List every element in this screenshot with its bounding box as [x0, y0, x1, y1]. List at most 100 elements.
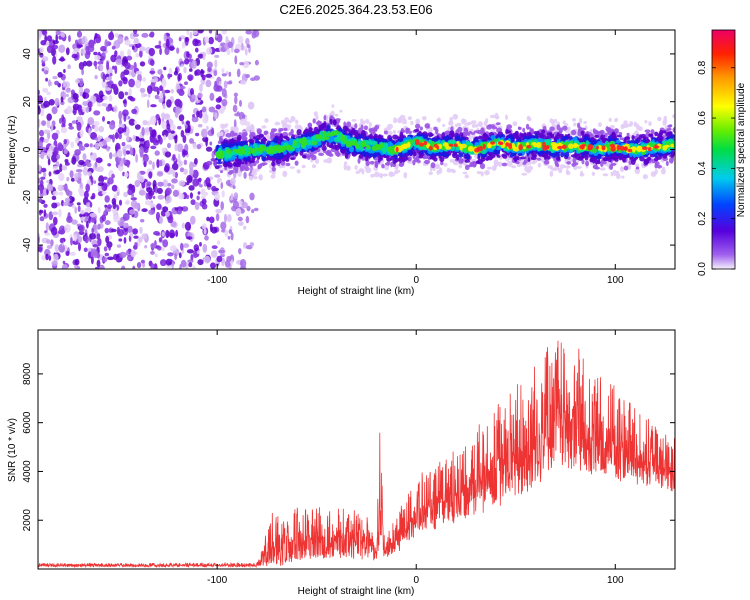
signal-blob	[551, 167, 557, 171]
noise-blob	[123, 112, 127, 122]
noise-blob	[166, 258, 173, 263]
noise-blob	[43, 209, 47, 218]
noise-blob	[239, 118, 247, 126]
noise-blob	[157, 194, 165, 200]
noise-blob	[102, 116, 105, 122]
noise-blob	[95, 266, 100, 269]
signal-blob	[264, 130, 269, 135]
noise-blob	[77, 171, 82, 179]
noise-blob	[156, 187, 163, 194]
noise-blob	[50, 124, 54, 132]
noise-blob	[234, 55, 238, 65]
signal-blob	[452, 113, 459, 120]
noise-blob	[103, 183, 107, 191]
noise-blob	[238, 221, 244, 227]
noise-blob	[142, 262, 146, 268]
signal-blob	[470, 132, 476, 135]
noise-blob	[59, 237, 64, 244]
signal-blob	[622, 156, 626, 163]
noise-blob	[93, 180, 97, 184]
signal-blob	[592, 158, 596, 164]
signal-blob	[430, 162, 436, 169]
noise-blob	[101, 214, 106, 222]
signal-blob	[643, 158, 650, 165]
noise-blob	[213, 84, 220, 92]
noise-blob	[71, 205, 76, 209]
noise-blob	[201, 223, 207, 230]
noise-blob	[77, 205, 81, 212]
noise-blob	[214, 193, 221, 201]
signal-blob	[472, 161, 476, 166]
noise-blob	[141, 127, 145, 136]
signal-blob	[334, 113, 339, 117]
noise-blob	[70, 177, 75, 182]
signal-blob	[255, 159, 260, 164]
noise-blob	[233, 92, 238, 97]
signal-blob	[374, 171, 380, 178]
noise-blob	[118, 110, 123, 120]
signal-blob	[453, 161, 459, 166]
signal-blob	[369, 161, 375, 165]
noise-blob	[102, 73, 106, 83]
noise-blob	[186, 120, 190, 126]
noise-blob	[198, 110, 203, 119]
noise-blob	[176, 99, 183, 109]
noise-blob	[118, 238, 123, 242]
noise-blob	[101, 191, 107, 195]
noise-blob	[224, 229, 229, 238]
signal-blob	[224, 123, 229, 126]
signal-blob	[285, 157, 290, 162]
signal-blob	[593, 129, 599, 135]
noise-blob	[221, 190, 225, 198]
noise-blob	[107, 121, 111, 125]
noise-blob	[53, 253, 59, 263]
noise-blob	[182, 243, 190, 248]
noise-blob	[166, 183, 172, 187]
signal-blob	[285, 162, 291, 167]
noise-blob	[106, 61, 110, 71]
signal-blob	[505, 114, 508, 120]
signal-blob	[429, 127, 433, 134]
signal-blob	[624, 136, 630, 140]
noise-blob	[174, 253, 178, 261]
noise-blob	[107, 204, 112, 209]
signal-blob	[449, 120, 453, 125]
noise-blob	[184, 37, 190, 42]
noise-blob	[146, 139, 150, 148]
noise-blob	[117, 219, 125, 227]
noise-blob	[232, 185, 236, 190]
signal-blob	[412, 159, 416, 166]
noise-blob	[60, 56, 65, 62]
noise-blob	[214, 59, 218, 68]
signal-blob	[635, 163, 640, 168]
noise-blob	[227, 41, 234, 49]
noise-blob	[82, 60, 87, 67]
noise-blob	[65, 88, 71, 93]
noise-blob	[135, 53, 140, 58]
noise-blob	[62, 260, 66, 265]
noise-blob	[104, 252, 110, 257]
noise-blob	[41, 68, 45, 72]
signal-blob	[546, 132, 552, 136]
noise-blob	[250, 77, 256, 81]
noise-blob	[220, 221, 227, 230]
noise-blob	[174, 134, 178, 144]
noise-blob	[124, 172, 129, 178]
signal-blob	[284, 117, 290, 123]
noise-blob	[167, 132, 174, 141]
noise-blob	[153, 76, 159, 83]
noise-blob	[206, 125, 209, 131]
noise-blob	[128, 118, 136, 126]
noise-blob	[46, 45, 54, 54]
signal-blob	[454, 123, 459, 128]
signal-blob	[361, 168, 365, 175]
noise-blob	[93, 60, 98, 67]
noise-blob	[51, 195, 57, 201]
noise-blob	[88, 127, 91, 137]
noise-blob	[74, 206, 77, 214]
noise-blob	[172, 189, 179, 197]
noise-blob	[206, 61, 213, 69]
noise-blob	[70, 141, 74, 149]
noise-blob	[61, 116, 66, 126]
signal-blob	[282, 121, 288, 127]
